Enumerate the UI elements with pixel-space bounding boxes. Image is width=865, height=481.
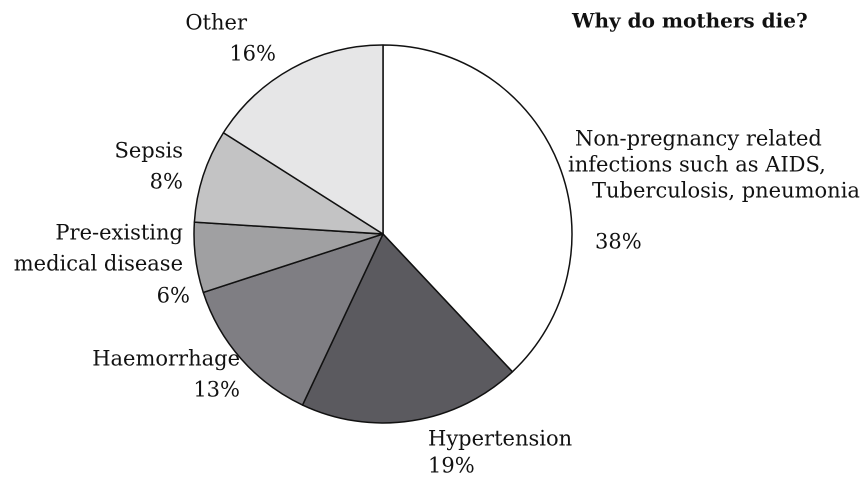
pie-slice: [202, 233, 384, 406]
value-label: 16%: [229, 42, 276, 66]
value-label: 38%: [595, 230, 642, 254]
slice-label: Hypertension: [428, 427, 572, 451]
pie-slice: [193, 131, 384, 235]
pie-slice: [222, 44, 384, 235]
slice-label: infections such as AIDS,: [568, 153, 826, 177]
pie-slice: [382, 44, 573, 373]
slice-label: Haemorrhage: [92, 347, 240, 371]
value-label: 13%: [193, 378, 240, 402]
slice-label: medical disease: [14, 252, 183, 276]
pie-slice: [301, 233, 514, 424]
slice-label: Pre-existing: [55, 221, 183, 245]
value-label: 6%: [157, 284, 190, 308]
slice-label: Non-pregnancy related: [575, 127, 822, 151]
value-label: 19%: [428, 454, 475, 478]
value-label: 8%: [150, 170, 183, 194]
chart-title: Why do mothers die?: [571, 9, 808, 33]
slice-label: Sepsis: [114, 139, 183, 163]
slice-label: Other: [185, 11, 248, 35]
slice-label: Tuberculosis, pneumonia: [592, 179, 860, 203]
